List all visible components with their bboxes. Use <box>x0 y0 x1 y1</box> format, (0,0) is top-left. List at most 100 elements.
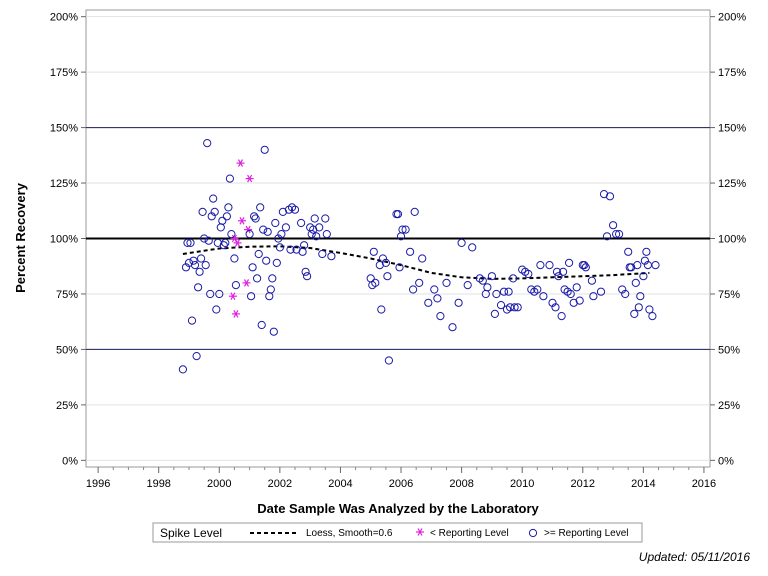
y-tick-label-right: 75% <box>718 289 740 301</box>
x-tick-label: 2012 <box>571 478 595 490</box>
data-point-circle <box>259 225 268 234</box>
data-point-circle <box>219 241 228 250</box>
data-point-circle <box>198 207 207 216</box>
data-marks <box>178 139 660 374</box>
data-point-circle <box>210 207 219 216</box>
data-point-circle <box>301 267 310 276</box>
data-point-circle <box>181 263 191 272</box>
data-point-circle <box>487 272 496 281</box>
data-point-asterisk <box>233 239 242 247</box>
data-point-circle <box>263 227 272 236</box>
data-point-circle <box>634 303 643 312</box>
data-point-circle <box>621 289 630 299</box>
data-point-circle <box>569 298 578 307</box>
data-point-circle <box>554 272 563 281</box>
y-tick-label-left: 125% <box>50 178 78 190</box>
data-point-circle <box>231 281 240 290</box>
data-point-circle <box>442 278 451 287</box>
data-point-circle <box>381 258 390 267</box>
asterisk-stroke <box>230 292 236 300</box>
data-point-circle <box>631 278 640 287</box>
data-point-circle <box>250 212 259 221</box>
data-point-circle <box>310 214 319 223</box>
data-point-circle <box>415 278 424 287</box>
data-point-circle <box>566 289 575 299</box>
y-tick-label-left: 175% <box>50 67 78 79</box>
data-point-circle <box>424 298 433 307</box>
x-tick-label: 2008 <box>449 478 473 490</box>
data-point-circle <box>184 258 194 267</box>
data-point-circle <box>406 247 415 256</box>
data-point-circle <box>377 305 386 314</box>
asterisk-stroke <box>234 239 241 247</box>
data-point-circle <box>504 287 513 296</box>
data-point-circle <box>322 230 331 239</box>
data-point-circle <box>454 298 463 307</box>
data-point-circle <box>378 254 387 263</box>
data-point-circle <box>401 225 410 234</box>
legend-asterisk-swatch <box>416 528 424 536</box>
data-point-circle <box>260 145 269 154</box>
data-point-circle <box>533 285 542 294</box>
data-point-circle <box>640 256 650 265</box>
data-point-circle <box>596 287 606 296</box>
data-point-circle <box>395 263 404 272</box>
data-point-circle <box>478 276 487 285</box>
x-tick-label: 2004 <box>328 478 352 490</box>
data-point-circle <box>212 305 221 314</box>
data-point-circle <box>271 218 280 228</box>
data-point-circle <box>227 230 236 239</box>
data-point-circle <box>277 230 286 239</box>
data-point-circle <box>248 263 257 272</box>
x-tick-label: 2014 <box>631 478 655 490</box>
data-point-circle <box>309 225 318 234</box>
data-point-circle <box>230 254 239 263</box>
data-point-circle <box>257 320 266 330</box>
data-point-circle <box>312 232 321 241</box>
data-point-circle <box>384 356 393 365</box>
x-tick-label: 2000 <box>207 478 231 490</box>
data-point-circle <box>256 203 265 212</box>
x-tick-label: 2010 <box>510 478 534 490</box>
y-tick-label-left: 25% <box>56 400 78 412</box>
y-axis-title: Percent Recovery <box>13 182 28 293</box>
asterisk-stroke <box>239 217 245 225</box>
data-point-circle <box>178 365 187 374</box>
data-point-circle <box>201 261 210 270</box>
data-point-circle <box>300 241 309 250</box>
data-point-circle <box>615 230 624 239</box>
data-point-asterisk <box>228 292 237 300</box>
y-tick-label-left: 0% <box>62 455 78 467</box>
data-point-circle <box>418 254 427 263</box>
data-point-circle <box>207 212 216 221</box>
data-point-circle <box>630 309 639 318</box>
data-point-circle <box>536 261 545 270</box>
asterisk-stroke <box>233 310 239 318</box>
data-point-circle <box>483 283 492 292</box>
axes: 0% 0% 25% 25% 50% 50% 75% 75% 100% 100% 125% 125% 15… <box>50 12 746 490</box>
legend-box <box>152 522 643 543</box>
data-point-circle <box>524 269 533 279</box>
x-axis-title: Date Sample Was Analyzed by the Laborato… <box>257 501 539 516</box>
data-point-asterisk <box>242 279 251 287</box>
data-point-circle <box>275 243 284 252</box>
data-point-circle <box>457 238 466 247</box>
data-point-circle <box>468 243 477 252</box>
data-point-circle <box>187 316 197 325</box>
legend-asterisk-stroke <box>417 528 423 536</box>
data-point-circle <box>499 287 509 296</box>
data-point-circle <box>636 292 645 301</box>
data-point-asterisk <box>231 310 240 318</box>
data-point-circle <box>539 292 548 301</box>
data-point-circle <box>194 283 203 292</box>
y-tick-label-right: 50% <box>718 344 740 356</box>
data-point-circle <box>190 261 200 270</box>
x-tick-label: 2016 <box>692 478 716 490</box>
data-point-circle <box>545 261 554 270</box>
data-point-circle <box>436 312 445 321</box>
legend-circle-swatch <box>528 528 538 538</box>
data-point-circle <box>463 281 472 290</box>
data-point-circle <box>247 292 256 301</box>
